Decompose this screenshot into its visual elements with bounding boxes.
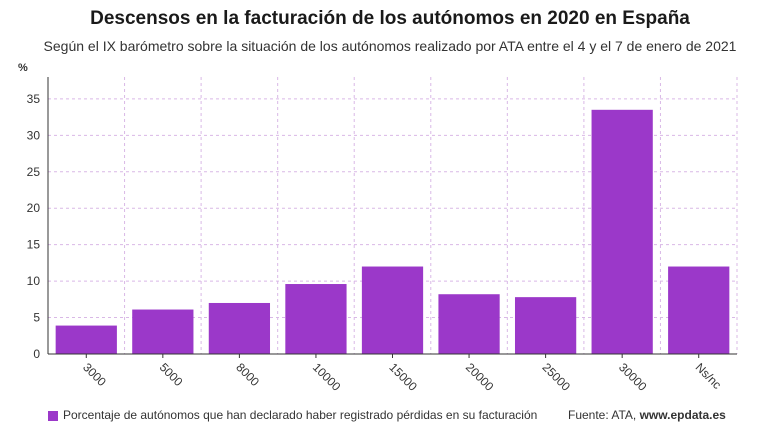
bar (438, 294, 500, 354)
source-site: www.epdata.es (639, 408, 726, 422)
chart-title: Descensos en la facturación de los autón… (90, 8, 690, 29)
y-tick-label: 15 (27, 238, 41, 252)
y-tick-label: 20 (27, 201, 41, 215)
x-tick-label: 30000 (616, 360, 650, 394)
bar (285, 284, 347, 354)
bar (55, 325, 117, 354)
bar (668, 266, 730, 354)
legend-swatch (48, 411, 58, 421)
bar (591, 109, 653, 354)
source-prefix: Fuente: ATA, (568, 408, 640, 422)
x-tick-label: 3000 (80, 360, 109, 389)
x-tick-label: 15000 (386, 360, 420, 394)
y-axis-unit-label: % (18, 62, 28, 74)
y-tick-label: 25 (27, 165, 41, 179)
y-tick-label: 30 (27, 128, 41, 142)
chart-subtitle: Según el IX barómetro sobre la situación… (43, 38, 737, 54)
x-tick-label: 8000 (233, 360, 262, 389)
legend-label: Porcentaje de autónomos que han declarad… (63, 408, 538, 422)
bar (208, 302, 271, 354)
x-tick-label: 25000 (539, 360, 573, 394)
x-tick-label: Ns/nc (693, 360, 725, 392)
y-tick-label: 5 (33, 311, 40, 325)
x-tick-label: 10000 (310, 360, 344, 394)
chart-footer: Porcentaje de autónomos que han declarad… (48, 408, 748, 428)
bar (132, 309, 194, 354)
x-tick-label: 20000 (463, 360, 497, 394)
bar (514, 297, 577, 354)
x-tick-label: 5000 (157, 360, 186, 389)
source-credit: Fuente: ATA, www.epdata.es (568, 408, 726, 422)
y-tick-label: 10 (27, 274, 41, 288)
y-tick-label: 35 (27, 92, 41, 106)
bar (361, 266, 424, 354)
y-tick-label: 0 (33, 347, 40, 361)
